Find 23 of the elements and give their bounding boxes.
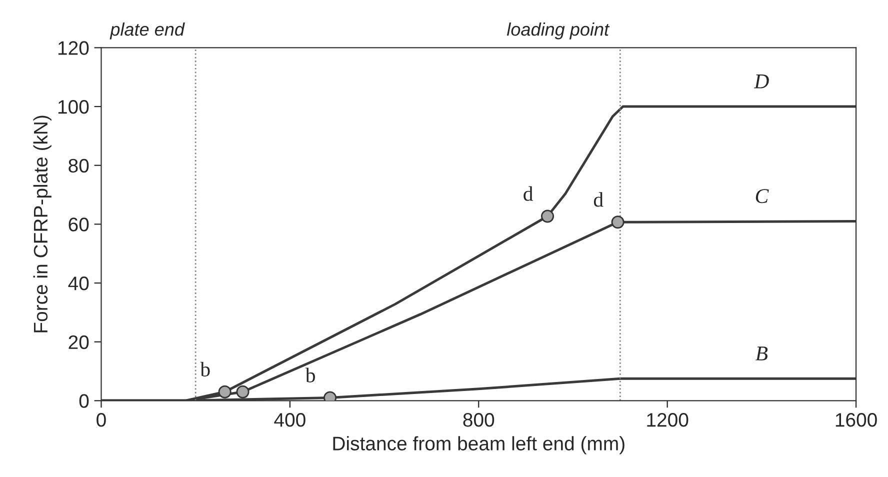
x-tick-label: 1200 <box>647 413 688 427</box>
annotation: b <box>305 368 315 382</box>
ref-line-label: plate end <box>110 22 185 40</box>
annotation: b <box>200 362 210 377</box>
y-tick-label: 0 <box>79 394 89 408</box>
x-tick-label: 800 <box>463 413 494 427</box>
ref-line-label: loading point <box>506 22 610 40</box>
x-tick-label: 1600 <box>836 413 877 427</box>
y-tick-label: 100 <box>58 100 89 114</box>
x-axis-title: Distance from beam left end (mm) <box>333 436 624 454</box>
annotation: d <box>524 186 534 201</box>
y-tick-label: 80 <box>68 158 89 173</box>
annotation: D <box>754 74 769 88</box>
annotation: B <box>756 346 768 360</box>
x-tick-label: 0 <box>96 413 106 427</box>
y-tick-label: 120 <box>58 41 89 55</box>
x-tick-label: 400 <box>274 413 306 427</box>
y-tick-label: 40 <box>68 276 89 290</box>
annotation: C <box>756 189 769 204</box>
annotation: d <box>594 192 604 207</box>
y-tick-label: 60 <box>68 218 89 232</box>
y-axis-title: Force in CFRP-plate (kN) <box>33 116 52 332</box>
y-tick-label: 20 <box>68 335 89 350</box>
